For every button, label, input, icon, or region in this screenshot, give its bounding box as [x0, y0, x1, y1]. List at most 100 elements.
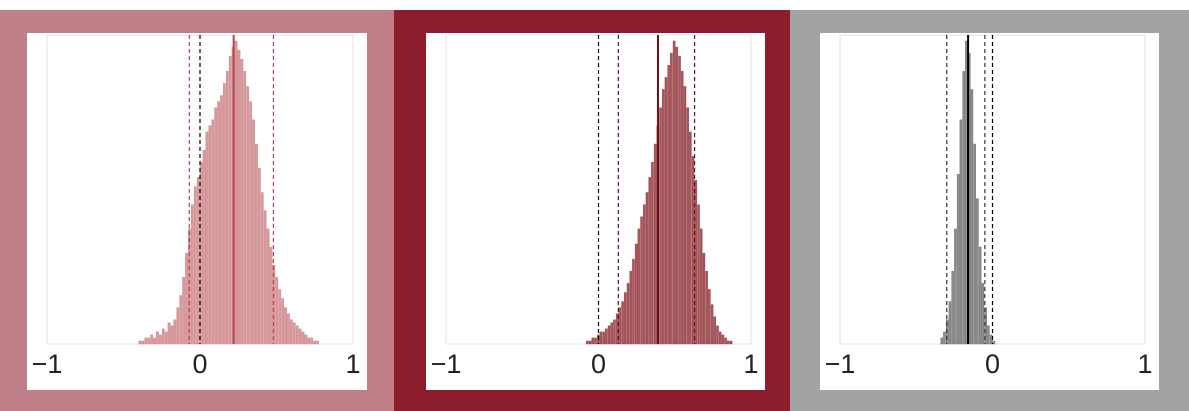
- histogram-bar: [948, 301, 952, 345]
- histogram-bar: [278, 289, 282, 345]
- histogram-bar: [287, 313, 290, 345]
- histogram-bar: [290, 319, 293, 345]
- histogram-bar: [607, 325, 611, 345]
- histogram-bar: [591, 337, 595, 345]
- x-tick-label: −1: [32, 349, 63, 379]
- histogram-bar: [150, 334, 153, 345]
- histogram-bar: [716, 325, 719, 345]
- histogram-bar: [161, 328, 165, 345]
- histogram-bar: [605, 328, 608, 345]
- histogram-bar: [257, 168, 261, 345]
- histogram-bar: [670, 52, 673, 345]
- histogram-bar: [683, 86, 687, 345]
- histogram-bar: [266, 228, 270, 345]
- histogram-bar: [689, 131, 692, 345]
- histogram-bar: [205, 131, 209, 345]
- x-tick-label: 1: [1137, 349, 1152, 379]
- histogram-bar: [237, 49, 241, 345]
- histogram-bar: [179, 295, 183, 345]
- histogram-bar: [255, 143, 258, 345]
- histogram-bar: [653, 143, 657, 345]
- histogram-bar: [675, 46, 679, 345]
- x-tick-label: 0: [985, 349, 1000, 379]
- histogram-bar: [156, 331, 159, 345]
- histogram-bar: [624, 292, 627, 345]
- histogram-bar: [713, 316, 717, 345]
- histogram-bar: [301, 331, 305, 345]
- histogram-bar: [144, 337, 148, 345]
- histogram-bar: [613, 319, 616, 345]
- histogram-bar: [223, 83, 226, 345]
- histogram-bar: [721, 334, 725, 345]
- histogram-bar: [667, 65, 670, 345]
- histogram-bar: [629, 271, 632, 345]
- histogram-bar: [956, 174, 960, 345]
- histogram-bar: [243, 71, 247, 345]
- histogram-bar: [648, 177, 651, 345]
- histogram-bar: [621, 301, 624, 345]
- histogram-bar: [954, 228, 957, 345]
- histogram-bar: [727, 340, 730, 345]
- histogram-bar: [295, 325, 299, 345]
- histogram-bar: [313, 340, 317, 345]
- histogram-bar: [702, 252, 706, 345]
- histogram-chart-3: −1 0 1: [825, 34, 1153, 379]
- histogram-bar: [310, 337, 314, 345]
- histogram-bar: [240, 58, 244, 345]
- histogram-bar: [307, 337, 311, 345]
- histogram-bar: [724, 337, 727, 345]
- histogram-bar: [269, 246, 273, 345]
- histogram-chart-2: −1 0 1: [431, 34, 759, 379]
- histogram-bar: [599, 331, 603, 345]
- histogram-bar: [260, 192, 264, 345]
- histogram-bar: [651, 161, 654, 345]
- histogram-bar: [959, 119, 963, 345]
- histogram-bar: [645, 192, 649, 345]
- histogram-bar: [664, 77, 668, 345]
- histogram-bar: [220, 95, 223, 345]
- histogram-bar: [973, 143, 976, 345]
- histogram-bar: [686, 107, 689, 345]
- histogram-bar: [708, 289, 711, 345]
- histogram-bar: [225, 71, 229, 345]
- histogram-bar: [981, 283, 985, 345]
- histogram-bar: [281, 298, 284, 345]
- histogram-bar: [185, 252, 188, 345]
- histogram-bar: [275, 277, 279, 345]
- histogram-bar: [284, 307, 287, 345]
- panel-frame-2: −1 0 1: [394, 10, 790, 411]
- histogram-bar: [680, 71, 684, 345]
- x-tick-label: 0: [192, 349, 207, 379]
- panel-card-3: −1 0 1: [820, 33, 1159, 390]
- histogram-bar: [594, 337, 597, 345]
- histogram-bar: [214, 107, 218, 345]
- histogram-bar: [989, 334, 993, 345]
- histogram-bar: [643, 204, 646, 345]
- histogram-bar: [158, 334, 162, 345]
- histogram-bar: [697, 204, 700, 345]
- x-tick-label: 0: [591, 349, 606, 379]
- histogram-bar: [196, 177, 200, 345]
- histogram-bar: [211, 119, 215, 345]
- histogram-bar: [208, 125, 212, 345]
- x-tick-label: 1: [345, 349, 360, 379]
- histogram-bar: [588, 340, 592, 345]
- histogram-bar: [632, 258, 635, 345]
- histogram-bar: [729, 340, 733, 345]
- histogram-bar: [962, 71, 965, 345]
- histogram-bar: [252, 119, 255, 345]
- x-tick-label: −1: [431, 349, 462, 379]
- histogram-bar: [718, 331, 722, 345]
- histogram-bar: [191, 204, 194, 345]
- histogram-bar: [710, 304, 714, 345]
- histogram-bar: [176, 307, 180, 345]
- histogram-bar: [640, 216, 643, 345]
- panel-frame-1: −1 0 1: [0, 10, 394, 411]
- histogram-bar: [164, 331, 168, 345]
- histogram-bar: [626, 283, 630, 345]
- histogram-bar: [249, 101, 252, 345]
- x-tick-label: −1: [825, 349, 856, 379]
- histogram-bar: [246, 86, 250, 345]
- histogram-bar: [217, 101, 220, 345]
- histogram-bar: [615, 313, 619, 345]
